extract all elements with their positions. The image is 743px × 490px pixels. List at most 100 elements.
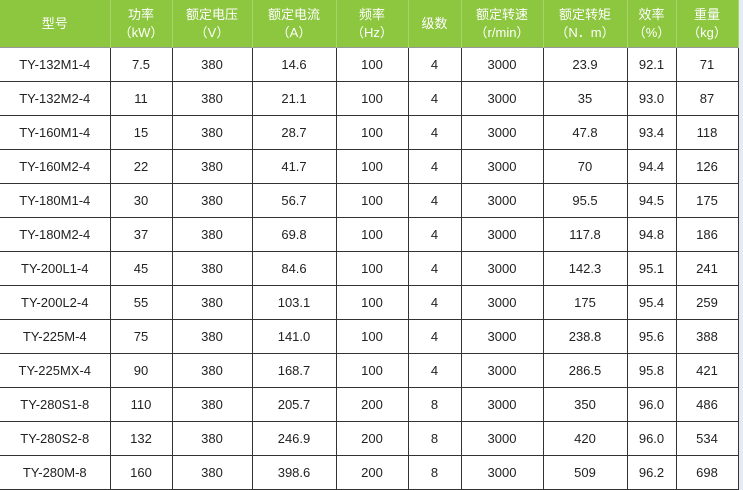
- table-cell: 698: [675, 455, 739, 490]
- header-row: 型号 功率 （kW） 额定电压 （V） 额定电流 （A） 频率 （Hz） 级数 额定转速 （r/min…: [0, 0, 739, 48]
- table-cell: 126: [675, 149, 739, 184]
- column-header-label: 功率: [127, 6, 154, 22]
- table-cell: TY-280M-8: [0, 455, 111, 490]
- table-cell: 100: [335, 47, 409, 82]
- table-cell: 168.7: [251, 353, 337, 388]
- table-cell: 100: [335, 149, 409, 184]
- table-cell: 23.9: [542, 47, 628, 82]
- column-header-unit: （%）: [632, 24, 671, 40]
- table-cell: 15: [109, 115, 173, 150]
- column-header-unit: （V）: [194, 24, 230, 40]
- table-cell: 70: [542, 149, 628, 184]
- table-cell: 3000: [460, 149, 544, 184]
- table-cell: 96.2: [626, 455, 677, 490]
- table-cell: 241: [675, 251, 739, 286]
- table-cell: TY-160M1-4: [0, 115, 111, 150]
- table-cell: 3000: [460, 455, 544, 490]
- table-cell: 94.5: [626, 183, 677, 218]
- table-cell: TY-280S2-8: [0, 421, 111, 456]
- table-row: TY-280S1-8 110 380 205.7 200 8 3000 350 96.0 486: [0, 387, 739, 422]
- table-cell: 118: [675, 115, 739, 150]
- table-cell: 7.5: [109, 47, 173, 82]
- column-header-label: 效率: [638, 6, 665, 22]
- table-cell: 4: [407, 251, 462, 286]
- column-header: 重量 （kg）: [676, 0, 739, 48]
- table-row: TY-225MX-4 90 380 168.7 100 4 3000 286.5 95.8 421: [0, 353, 739, 388]
- table-cell: 380: [171, 115, 253, 150]
- table-cell: 96.0: [626, 421, 677, 456]
- column-header: 额定电压 （V）: [172, 0, 253, 48]
- column-header: 额定电流 （A）: [252, 0, 337, 48]
- column-header-unit: （kW）: [118, 24, 164, 40]
- table-cell: 21.1: [251, 81, 337, 116]
- column-header-label: 额定转矩: [558, 6, 611, 22]
- table-cell: 3000: [460, 47, 544, 82]
- table-cell: 96.0: [626, 387, 677, 422]
- table-cell: 420: [542, 421, 628, 456]
- table-cell: 95.6: [626, 319, 677, 354]
- table-cell: 4: [407, 217, 462, 252]
- table-cell: 200: [335, 387, 409, 422]
- table-cell: 380: [171, 217, 253, 252]
- column-header: 额定转矩 （N．m）: [543, 0, 628, 48]
- table-row: TY-132M2-4 11 380 21.1 100 4 3000 35 93.0 87: [0, 81, 739, 116]
- table-cell: 380: [171, 353, 253, 388]
- table-cell: 100: [335, 81, 409, 116]
- table-cell: 100: [335, 285, 409, 320]
- table-cell: 380: [171, 455, 253, 490]
- table-cell: 100: [335, 353, 409, 388]
- table-cell: 95.8: [626, 353, 677, 388]
- table-cell: 380: [171, 251, 253, 286]
- table-cell: 534: [675, 421, 739, 456]
- table-row: TY-280M-8 160 380 398.6 200 8 3000 509 96.2 698: [0, 455, 739, 490]
- table-cell: 100: [335, 319, 409, 354]
- table-cell: 95.1: [626, 251, 677, 286]
- table-cell: 117.8: [542, 217, 628, 252]
- table-cell: 3000: [460, 251, 544, 286]
- table-cell: 4: [407, 115, 462, 150]
- table-cell: TY-180M1-4: [0, 183, 111, 218]
- table-cell: 421: [675, 353, 739, 388]
- table-cell: 103.1: [251, 285, 337, 320]
- table-cell: 37: [109, 217, 173, 252]
- table-cell: 142.3: [542, 251, 628, 286]
- column-header-label: 频率: [358, 6, 385, 22]
- table-row: TY-200L2-4 55 380 103.1 100 4 3000 175 95.4 259: [0, 285, 739, 320]
- table-cell: 100: [335, 251, 409, 286]
- table-cell: TY-225M-4: [0, 319, 111, 354]
- table-cell: TY-132M2-4: [0, 81, 111, 116]
- table-cell: 4: [407, 319, 462, 354]
- column-header-unit: （kg）: [687, 24, 727, 40]
- table-cell: 380: [171, 421, 253, 456]
- column-header: 效率 （%）: [627, 0, 677, 48]
- table-cell: TY-200L1-4: [0, 251, 111, 286]
- table-cell: 55: [109, 285, 173, 320]
- table-cell: 205.7: [251, 387, 337, 422]
- table-cell: 200: [335, 421, 409, 456]
- table-row: TY-180M2-4 37 380 69.8 100 4 3000 117.8 94.8 186: [0, 217, 739, 252]
- table-row: TY-200L1-4 45 380 84.6 100 4 3000 142.3 95.1 241: [0, 251, 739, 286]
- table-cell: 398.6: [251, 455, 337, 490]
- table-cell: 95.5: [542, 183, 628, 218]
- table-cell: 22: [109, 149, 173, 184]
- table-cell: 380: [171, 149, 253, 184]
- column-header-label: 型号: [41, 15, 68, 31]
- table-cell: 3000: [460, 115, 544, 150]
- table-cell: 4: [407, 149, 462, 184]
- table-cell: 4: [407, 183, 462, 218]
- table-cell: 4: [407, 81, 462, 116]
- table-cell: 93.4: [626, 115, 677, 150]
- table-cell: 3000: [460, 183, 544, 218]
- table-cell: TY-200L2-4: [0, 285, 111, 320]
- table-cell: 71: [675, 47, 739, 82]
- table-cell: 8: [407, 421, 462, 456]
- table-cell: 4: [407, 47, 462, 82]
- table-cell: 92.1: [626, 47, 677, 82]
- table-cell: 380: [171, 81, 253, 116]
- table-cell: 509: [542, 455, 628, 490]
- table-cell: 259: [675, 285, 739, 320]
- table-cell: 246.9: [251, 421, 337, 456]
- table-row: TY-160M1-4 15 380 28.7 100 4 3000 47.8 93.4 118: [0, 115, 739, 150]
- table-cell: TY-160M2-4: [0, 149, 111, 184]
- column-header-label: 级数: [421, 15, 448, 31]
